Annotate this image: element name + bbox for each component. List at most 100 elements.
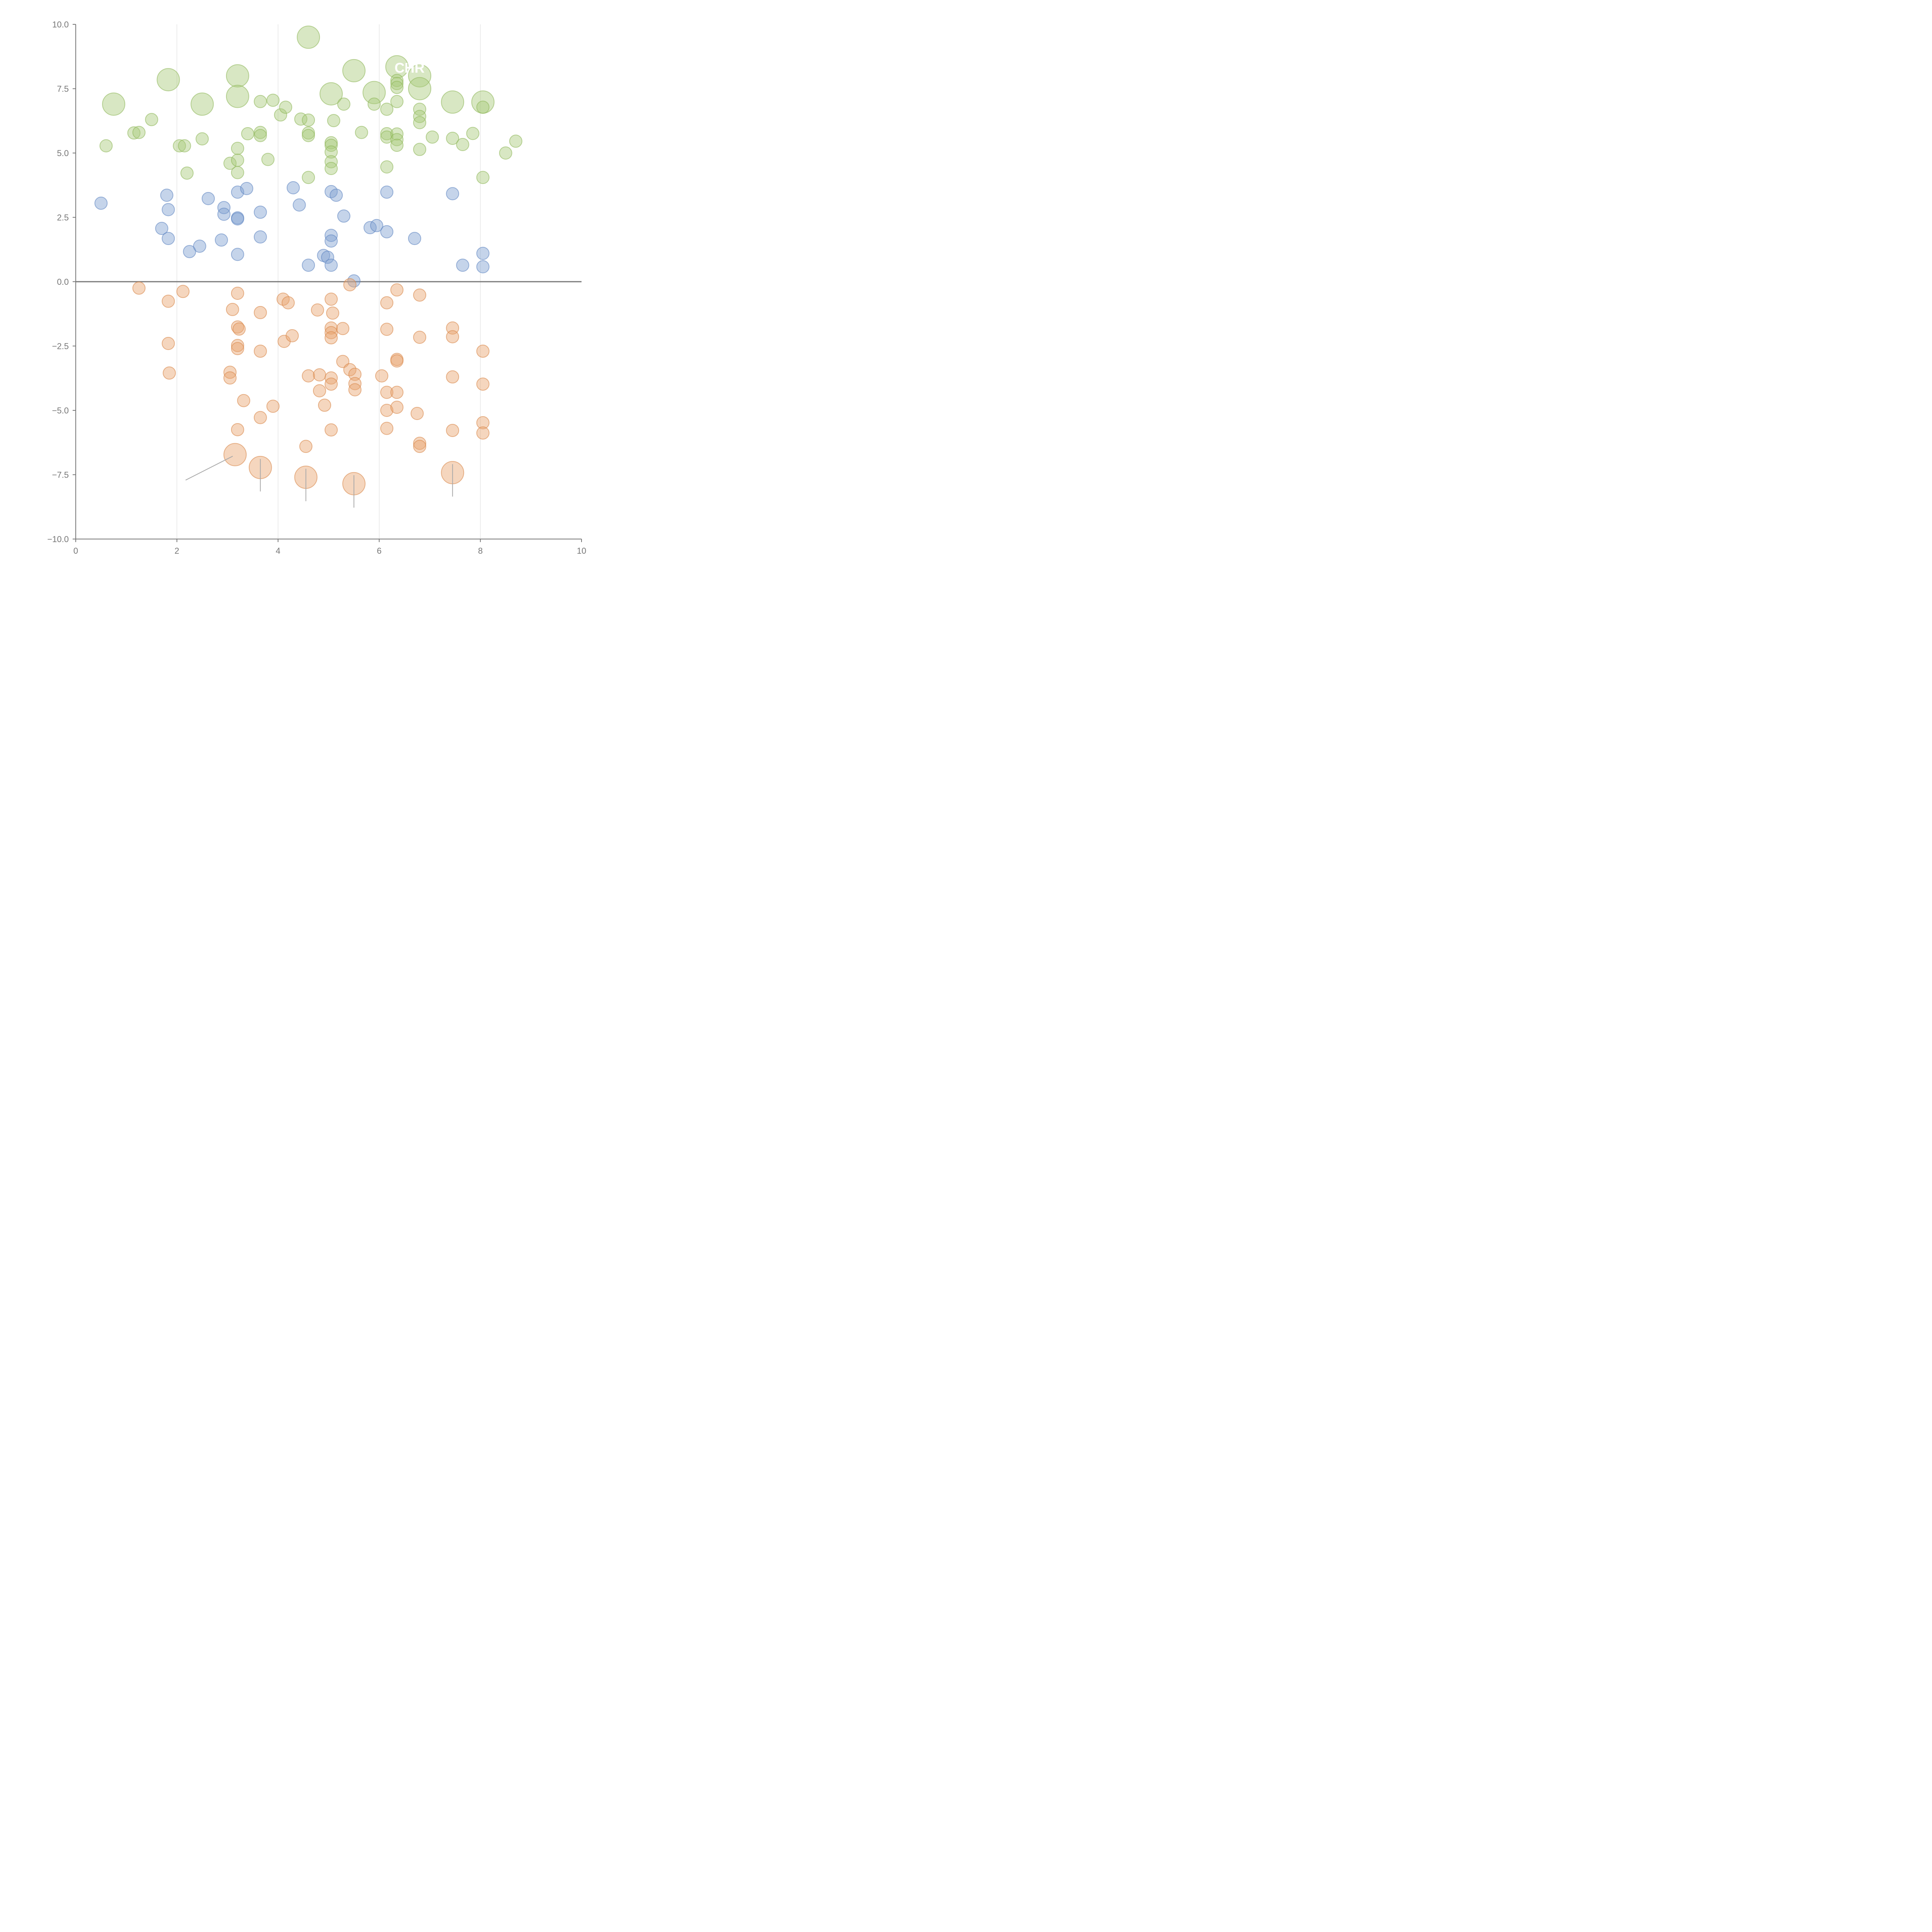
green-bubble xyxy=(223,156,237,170)
green-bubble xyxy=(425,130,439,144)
orange-bubble xyxy=(348,383,362,396)
green-bubble xyxy=(390,95,404,108)
blue-bubble xyxy=(476,260,490,274)
green-bubble xyxy=(302,113,315,127)
blue-bubble xyxy=(162,232,175,245)
green-bubble xyxy=(355,126,368,139)
blue-bubble xyxy=(217,207,231,221)
blue-bubble xyxy=(337,209,350,223)
y-tick-label: 10.0 xyxy=(52,20,69,29)
green-bubble xyxy=(253,126,267,139)
y-tick-label: −2.5 xyxy=(52,342,69,351)
green-bubble xyxy=(476,100,490,114)
green-bubble xyxy=(325,139,338,152)
x-tick-label: 6 xyxy=(377,546,381,556)
blue-bubble xyxy=(201,192,215,205)
orange-bubble xyxy=(325,331,338,345)
orange-bubble xyxy=(132,281,146,295)
green-bubble xyxy=(279,100,293,114)
orange-bubble xyxy=(281,296,295,310)
green-bubble xyxy=(190,92,214,116)
green-bubble xyxy=(390,77,404,90)
leader-line xyxy=(185,456,233,481)
y-tick-label: −7.5 xyxy=(52,470,69,480)
orange-bubble xyxy=(318,398,332,412)
green-bubble xyxy=(390,133,404,146)
blue-bubble xyxy=(231,212,244,226)
orange-bubble xyxy=(476,344,490,358)
green-bubble xyxy=(380,130,394,144)
blue-bubble xyxy=(162,203,175,216)
blue-bubble xyxy=(231,248,244,261)
green-bubble xyxy=(156,68,180,92)
green-bubble xyxy=(102,92,126,116)
orange-bubble xyxy=(413,437,427,450)
orange-bubble xyxy=(413,330,427,344)
orange-bubble xyxy=(380,404,394,417)
green-bubble xyxy=(413,116,427,129)
blue-bubble xyxy=(325,229,338,242)
green-bubble xyxy=(413,102,427,116)
orange-bubble xyxy=(446,330,459,344)
blue-bubble xyxy=(286,181,300,194)
green-bubble xyxy=(325,162,338,175)
orange-bubble xyxy=(343,363,357,376)
orange-bubble xyxy=(231,342,244,355)
blue-bubble xyxy=(155,222,168,235)
orange-bubble xyxy=(231,286,244,300)
chart-svg: 10.07.55.02.50.0−2.5−5.0−7.5−10.00 2 4 6 8 10… xyxy=(47,20,586,556)
orange-bubble xyxy=(380,296,394,310)
green-bubble xyxy=(509,134,522,148)
green-bubble xyxy=(441,90,464,114)
green-bubble xyxy=(385,55,409,78)
y-tick-label: 5.0 xyxy=(57,148,69,158)
blue-bubble xyxy=(380,185,394,199)
blue-bubble xyxy=(253,230,267,244)
orange-bubble xyxy=(231,423,244,436)
y-tick-label: 0.0 xyxy=(57,277,69,287)
green-bubble xyxy=(446,132,459,145)
blue-bubble xyxy=(214,233,228,247)
orange-bubble xyxy=(476,416,490,429)
orange-bubble xyxy=(348,367,362,381)
blue-bubble xyxy=(293,198,306,212)
green-bubble xyxy=(297,26,320,49)
orange-bubble xyxy=(390,283,404,297)
orange-bubble xyxy=(325,321,338,335)
blue-bubble xyxy=(347,274,361,288)
orange-bubble xyxy=(286,329,299,342)
orange-bubble xyxy=(226,303,239,316)
orange-bubble xyxy=(231,320,244,334)
orange-bubble xyxy=(253,306,267,319)
axis-layer: 10.0 7.5 5.0 2.5 0.0 −2.5 −5.0 −7.5 −10.0 0 2 4 6 8 10 xyxy=(47,20,586,556)
x-tick-label: 0 xyxy=(73,546,78,556)
green-bubble xyxy=(241,127,255,141)
orange-bubble xyxy=(313,368,326,382)
blue-bubble xyxy=(325,259,338,272)
orange-bubble xyxy=(476,378,490,391)
orange-bubble xyxy=(162,337,175,350)
green-bubble xyxy=(274,108,287,122)
orange-bubble xyxy=(326,306,339,320)
green-bubble xyxy=(390,139,404,152)
blue-bubble xyxy=(321,250,334,264)
orange-bubble xyxy=(237,394,250,407)
green-bubble xyxy=(390,127,404,141)
x-tick-label: 2 xyxy=(175,546,179,556)
green-bubble xyxy=(327,114,340,128)
blue-bubble xyxy=(183,245,196,259)
orange-bubble xyxy=(266,400,280,413)
orange-bubble xyxy=(176,285,190,298)
green-bubble xyxy=(196,132,209,146)
green-bubble xyxy=(408,64,432,88)
green-bubble xyxy=(380,102,394,116)
orange-bubble xyxy=(390,354,404,368)
blue-bubble xyxy=(325,234,338,248)
green-bubble xyxy=(231,142,244,155)
green-bubble xyxy=(362,81,386,104)
orange-bubble xyxy=(325,293,338,306)
green-bubble xyxy=(499,146,512,160)
orange-bubble xyxy=(231,339,244,352)
green-bubble xyxy=(178,139,191,153)
green-bubble xyxy=(390,74,404,87)
